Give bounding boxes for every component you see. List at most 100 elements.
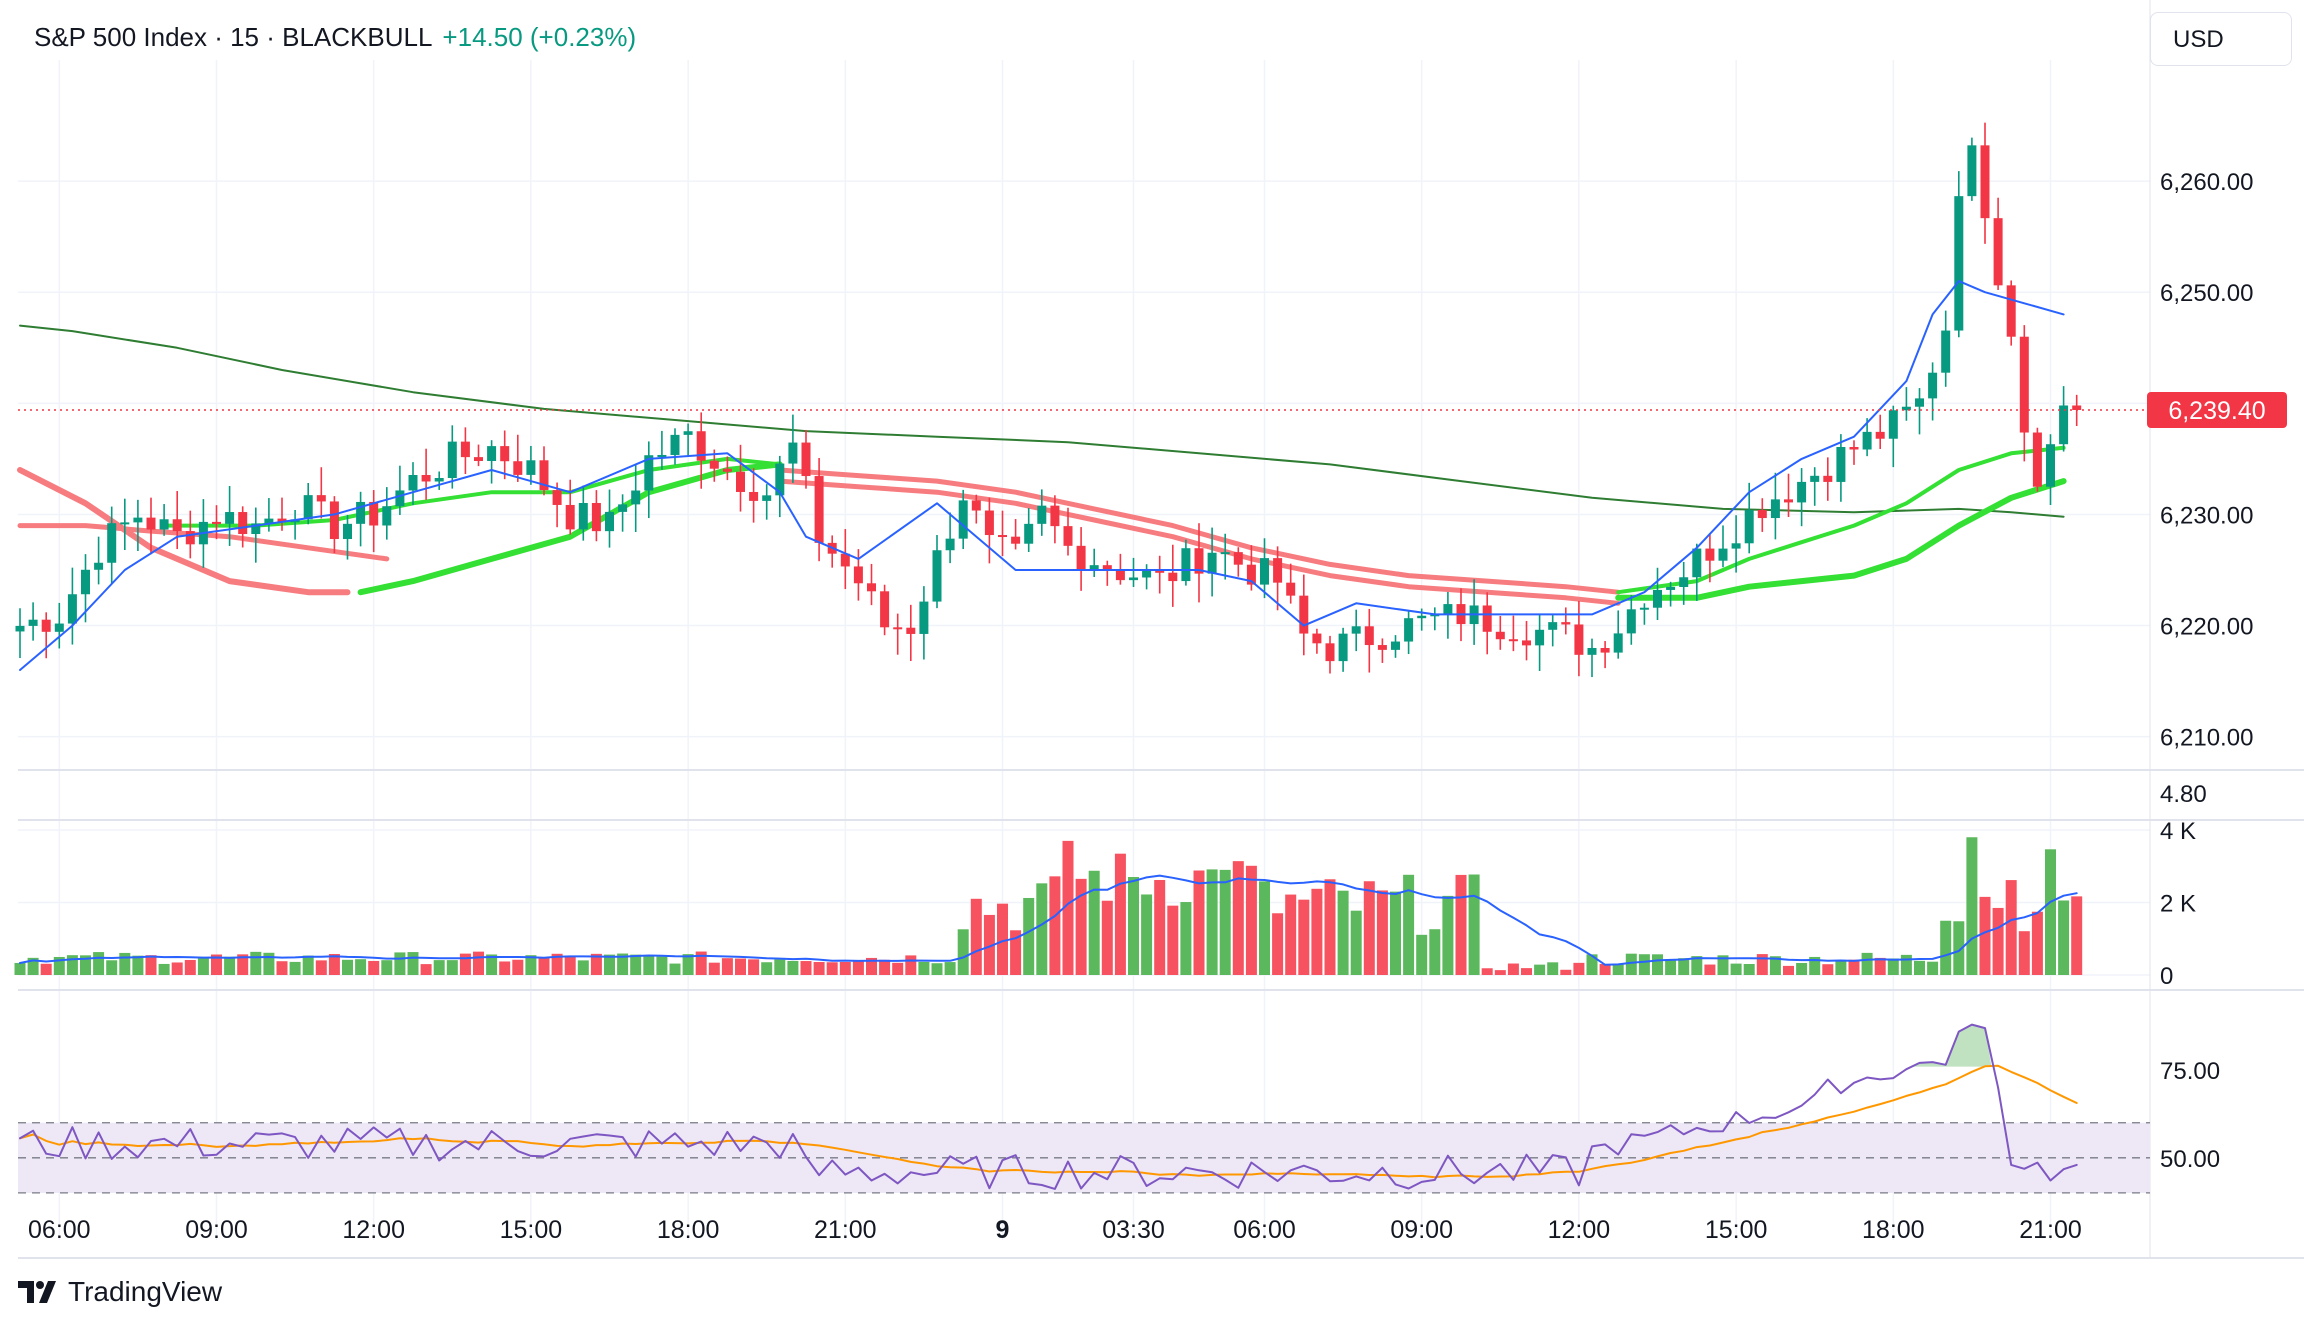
candle xyxy=(1718,525,1728,568)
candle-body xyxy=(2059,405,2069,445)
time-tick-label: 03:30 xyxy=(1102,1216,1165,1244)
candle xyxy=(552,482,562,528)
volume-bar xyxy=(1259,881,1270,975)
volume-bar xyxy=(708,962,720,975)
volume-bar xyxy=(1337,890,1349,975)
candle-body xyxy=(1836,446,1846,482)
time-tick-label: 15:00 xyxy=(1705,1216,1768,1244)
candle xyxy=(657,430,667,470)
candle-body xyxy=(1757,510,1767,519)
ma-slow-line xyxy=(19,324,2065,518)
candle-body xyxy=(1181,548,1191,582)
candle-body xyxy=(1967,145,1977,197)
volume-bar xyxy=(1560,969,1572,975)
candle xyxy=(421,448,431,500)
candle xyxy=(670,428,680,465)
volume-bar xyxy=(132,955,144,975)
volume-bar xyxy=(1232,861,1244,975)
candle xyxy=(1836,434,1846,502)
volume-bar xyxy=(813,962,825,975)
candle xyxy=(1207,527,1217,597)
candle xyxy=(1325,635,1335,674)
volume-bar xyxy=(1927,961,1939,975)
volume-bar xyxy=(237,954,249,975)
candle xyxy=(1875,414,1885,450)
candle xyxy=(1233,547,1243,577)
candle-body xyxy=(1495,631,1505,640)
candle-body xyxy=(1286,582,1296,596)
candle-body xyxy=(1849,446,1859,450)
candle xyxy=(172,491,182,550)
candle-body xyxy=(1338,633,1348,662)
candle-body xyxy=(1770,499,1780,519)
volume-bar xyxy=(302,955,314,975)
volume-bar xyxy=(1298,899,1310,975)
candle-body xyxy=(1731,543,1741,549)
candle xyxy=(382,487,392,540)
volume-bar xyxy=(40,963,52,975)
candle-body xyxy=(1102,565,1112,570)
candle xyxy=(369,490,379,553)
candle xyxy=(1901,387,1911,421)
candle-body xyxy=(1954,196,1964,331)
candle-body xyxy=(565,504,575,530)
currency-button[interactable]: USD xyxy=(2150,12,2292,66)
volume-bar xyxy=(1900,954,1912,975)
candle xyxy=(1312,628,1322,654)
volume-bar xyxy=(1953,921,1965,975)
volume-bar xyxy=(1743,964,1755,975)
candle-body xyxy=(1404,618,1414,642)
candle-body xyxy=(1037,505,1047,524)
candle-body xyxy=(1246,564,1256,585)
volume-bar xyxy=(1285,894,1297,975)
volume-bar xyxy=(1573,962,1585,975)
price-tick-label: 6,260.00 xyxy=(2160,169,2253,196)
candle xyxy=(146,497,156,555)
grid-lines xyxy=(18,60,2150,1240)
volume-bar xyxy=(931,963,943,975)
candle-body xyxy=(500,446,510,462)
candle-body xyxy=(1089,565,1099,571)
candle xyxy=(1495,615,1505,650)
candle-body xyxy=(1705,548,1715,561)
symbol-title[interactable]: S&P 500 Index · 15 · BLACKBULL xyxy=(34,22,433,52)
volume-bar xyxy=(1914,960,1925,975)
candle-body xyxy=(1928,372,1938,399)
candle xyxy=(513,434,523,482)
candle xyxy=(998,510,1007,557)
candle xyxy=(1508,615,1518,652)
candle xyxy=(1063,507,1073,556)
volume-bar xyxy=(852,960,864,975)
candle-body xyxy=(696,431,706,461)
price-tick-label: 6,250.00 xyxy=(2160,280,2253,307)
tradingview-logo-icon xyxy=(18,1281,60,1303)
volume-bar xyxy=(1691,956,1703,975)
volume-bar xyxy=(551,953,563,975)
volume-bar xyxy=(669,963,681,975)
volume-bar xyxy=(93,952,105,975)
volume-bar xyxy=(1599,963,1611,975)
volume-bar xyxy=(1049,876,1061,975)
candle xyxy=(28,602,38,641)
tradingview-brand[interactable]: TradingView xyxy=(18,1276,222,1308)
volume-bar xyxy=(866,957,877,975)
volume-bar xyxy=(53,956,65,975)
volume-bar xyxy=(1874,957,1886,975)
candle xyxy=(120,498,130,551)
volume-bar xyxy=(761,962,773,975)
candle-body xyxy=(1901,406,1911,411)
candle-body xyxy=(172,519,182,532)
volume-bar xyxy=(158,963,170,975)
volume-bar xyxy=(787,960,799,975)
candle xyxy=(1587,638,1597,678)
volume-tick-label: 4 K xyxy=(2160,818,2196,845)
candle xyxy=(1286,563,1296,604)
candle xyxy=(971,494,981,524)
candle-body xyxy=(1797,481,1807,503)
volume-bar xyxy=(368,960,380,975)
volume-bar xyxy=(1128,877,1139,975)
volume-bar xyxy=(1887,958,1899,975)
candle xyxy=(1089,548,1099,577)
candles xyxy=(15,122,2082,678)
